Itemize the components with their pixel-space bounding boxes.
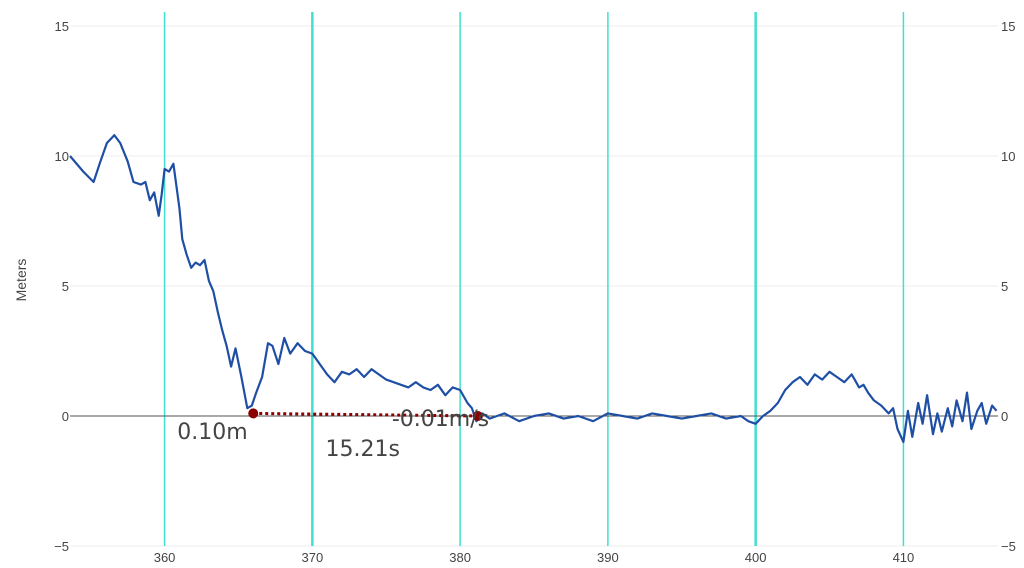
measurement-rate-label: -0.01m/s — [392, 407, 489, 432]
x-axis-ticks: 360 370 380 390 400 410 — [154, 550, 915, 565]
y-tick-label: 5 — [62, 279, 69, 294]
series-group — [69, 134, 998, 444]
y-right-tick-label: 10 — [1001, 149, 1015, 164]
measurement-end-point — [472, 411, 483, 421]
measurement-group — [248, 408, 483, 421]
measurement-start-point — [248, 408, 259, 419]
y-tick-label: 0 — [62, 409, 69, 424]
measurement-line — [253, 411, 478, 418]
y-right-tick-label: 0 — [1001, 409, 1008, 424]
y-axis-left-ticks: −5 0 5 10 15 — [54, 19, 69, 554]
x-tick-label: 370 — [301, 550, 323, 565]
y-tick-label: −5 — [54, 539, 69, 554]
y-tick-label: 15 — [55, 19, 69, 34]
x-tick-label: 410 — [893, 550, 915, 565]
x-tick-label: 400 — [745, 550, 767, 565]
horizontal-gridlines — [70, 25, 998, 547]
x-tick-label: 380 — [449, 550, 471, 565]
y-axis-right-ticks: −5 0 5 10 15 — [1001, 19, 1016, 554]
series-line — [69, 134, 998, 444]
y-right-tick-label: 15 — [1001, 19, 1015, 34]
x-tick-label: 360 — [154, 550, 176, 565]
measurement-height-label: 0.10m — [177, 420, 247, 445]
y-right-tick-label: −5 — [1001, 539, 1016, 554]
vertical-marker-lines — [163, 12, 905, 546]
x-tick-label: 390 — [597, 550, 619, 565]
measurement-duration-label: 15.21s — [326, 437, 400, 462]
y-axis-title: Meters — [13, 259, 29, 302]
y-tick-label: 10 — [55, 149, 69, 164]
y-right-tick-label: 5 — [1001, 279, 1008, 294]
